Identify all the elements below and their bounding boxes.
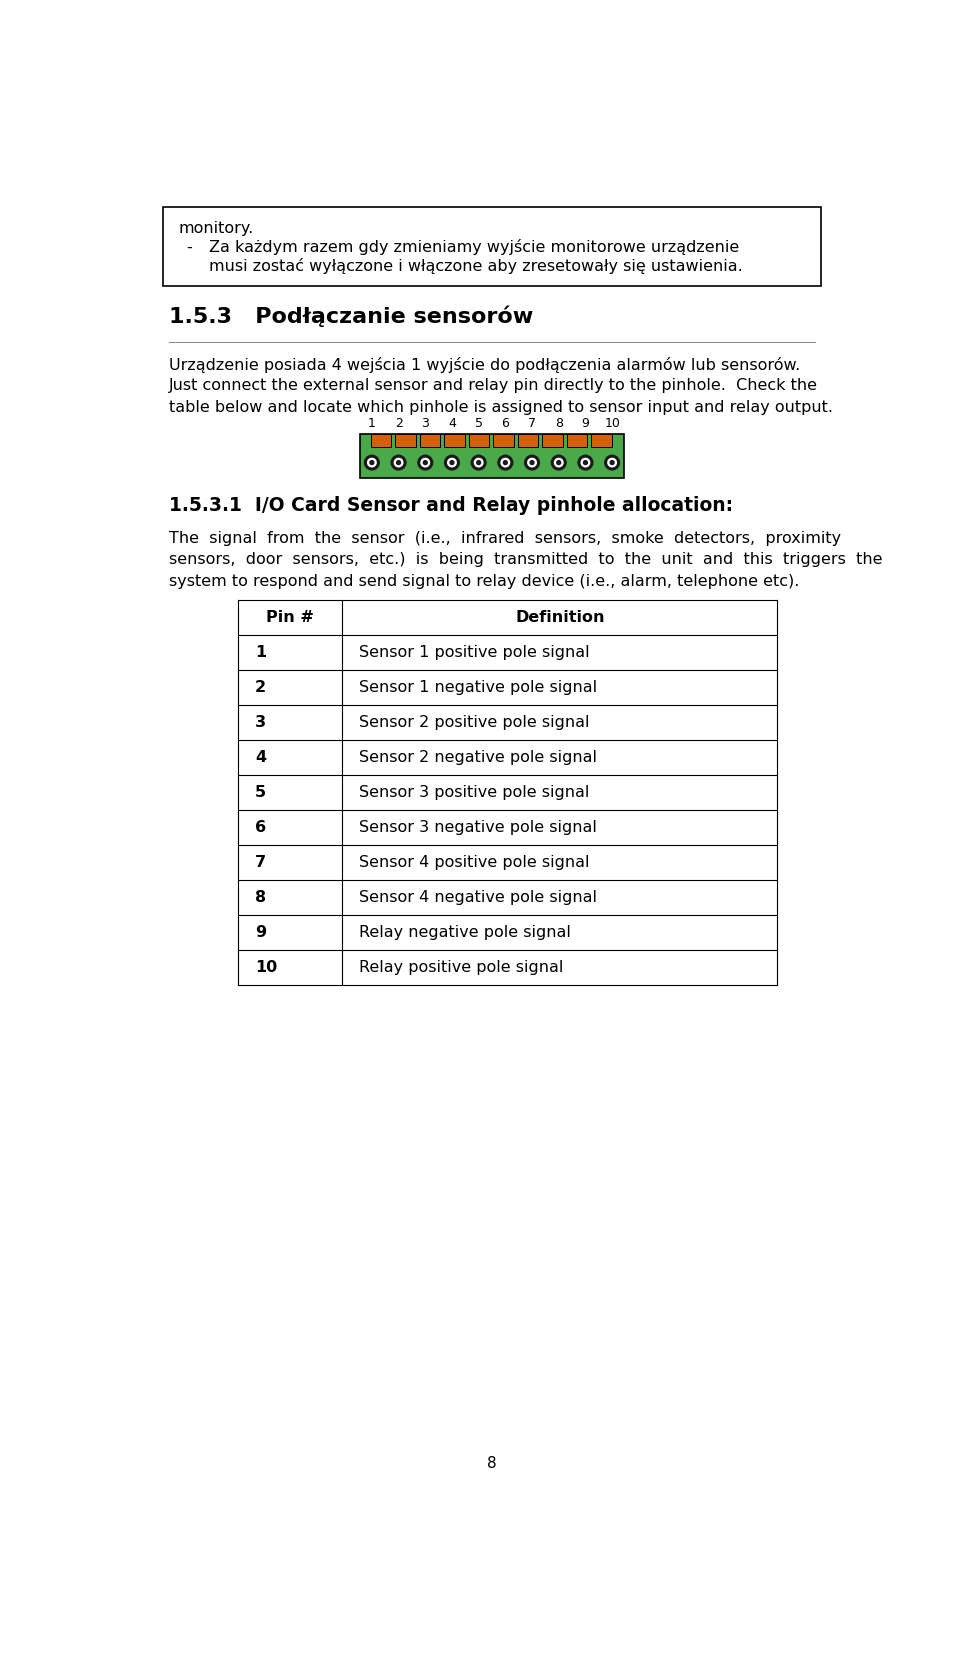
Circle shape [423, 460, 427, 464]
Circle shape [530, 460, 534, 464]
Circle shape [555, 459, 563, 467]
Circle shape [365, 455, 379, 470]
Text: 10: 10 [604, 417, 620, 430]
Circle shape [421, 459, 429, 467]
Circle shape [396, 460, 400, 464]
Circle shape [578, 455, 592, 470]
Circle shape [611, 460, 614, 464]
Bar [591, 434, 612, 447]
Circle shape [584, 460, 588, 464]
Bar [371, 434, 392, 447]
Circle shape [471, 455, 486, 470]
Text: monitory.: monitory. [179, 221, 253, 236]
Text: 1.5.3.1  I/O Card Sensor and Relay pinhole allocation:: 1.5.3.1 I/O Card Sensor and Relay pinhol… [169, 495, 732, 515]
Circle shape [605, 455, 619, 470]
Circle shape [608, 459, 616, 467]
Text: 3: 3 [421, 417, 429, 430]
Text: The  signal  from  the  sensor  (i.e.,  infrared  sensors,  smoke  detectors,  p: The signal from the sensor (i.e., infrar… [169, 530, 841, 545]
Circle shape [498, 455, 513, 470]
Circle shape [395, 459, 403, 467]
Circle shape [444, 455, 459, 470]
Text: 6: 6 [254, 819, 266, 834]
Text: 2: 2 [395, 417, 402, 430]
Text: 5: 5 [254, 784, 266, 799]
Text: -: - [186, 239, 192, 254]
Text: Pin #: Pin # [266, 610, 314, 625]
Text: table below and locate which pinhole is assigned to sensor input and relay outpu: table below and locate which pinhole is … [169, 401, 833, 416]
Text: Sensor 4 positive pole signal: Sensor 4 positive pole signal [359, 856, 590, 871]
Text: 4: 4 [254, 750, 266, 765]
Circle shape [477, 460, 481, 464]
Circle shape [503, 460, 507, 464]
Text: Sensor 3 positive pole signal: Sensor 3 positive pole signal [359, 784, 589, 799]
Bar [517, 434, 539, 447]
Circle shape [418, 455, 433, 470]
Bar [444, 434, 465, 447]
Text: 8: 8 [254, 891, 266, 906]
Bar [566, 434, 588, 447]
Text: Za każdym razem gdy zmieniamy wyjście monitorowe urządzenie: Za każdym razem gdy zmieniamy wyjście mo… [209, 239, 739, 256]
Bar [420, 434, 441, 447]
Bar [360, 434, 624, 479]
Circle shape [370, 460, 373, 464]
Text: 8: 8 [487, 1456, 497, 1471]
Text: 8: 8 [555, 417, 563, 430]
Circle shape [501, 459, 510, 467]
Text: Sensor 1 negative pole signal: Sensor 1 negative pole signal [359, 680, 597, 695]
Text: Just connect the external sensor and relay pin directly to the pinhole.  Check t: Just connect the external sensor and rel… [169, 379, 818, 394]
Text: 1.5.3   Podłączanie sensorów: 1.5.3 Podłączanie sensorów [169, 306, 533, 327]
Text: 7: 7 [528, 417, 536, 430]
Bar [396, 434, 416, 447]
Text: 10: 10 [254, 961, 277, 976]
Text: system to respond and send signal to relay device (i.e., alarm, telephone etc).: system to respond and send signal to rel… [169, 575, 799, 590]
Bar [493, 434, 514, 447]
Text: sensors,  door  sensors,  etc.)  is  being  transmitted  to  the  unit  and  thi: sensors, door sensors, etc.) is being tr… [169, 552, 882, 567]
Text: Relay negative pole signal: Relay negative pole signal [359, 926, 571, 941]
Circle shape [368, 459, 376, 467]
Bar [162, 208, 822, 286]
Bar [468, 434, 490, 447]
Text: musi zostać wyłączone i włączone aby zresetowały się ustawienia.: musi zostać wyłączone i włączone aby zre… [209, 258, 743, 274]
Circle shape [581, 459, 589, 467]
Text: 6: 6 [501, 417, 510, 430]
Text: Sensor 2 positive pole signal: Sensor 2 positive pole signal [359, 715, 590, 730]
Text: 4: 4 [448, 417, 456, 430]
Text: 3: 3 [254, 715, 266, 730]
Text: Sensor 2 negative pole signal: Sensor 2 negative pole signal [359, 750, 597, 765]
Text: 5: 5 [474, 417, 483, 430]
Circle shape [447, 459, 456, 467]
Text: 9: 9 [582, 417, 589, 430]
Circle shape [551, 455, 566, 470]
Circle shape [392, 455, 406, 470]
Bar [542, 434, 563, 447]
Text: 7: 7 [254, 856, 266, 871]
Text: Urządzenie posiada 4 wejścia 1 wyjście do podłączenia alarmów lub sensorów.: Urządzenie posiada 4 wejścia 1 wyjście d… [169, 357, 800, 372]
Circle shape [525, 455, 540, 470]
Text: Sensor 1 positive pole signal: Sensor 1 positive pole signal [359, 645, 590, 660]
Text: Sensor 3 negative pole signal: Sensor 3 negative pole signal [359, 819, 597, 834]
Circle shape [528, 459, 537, 467]
Text: Definition: Definition [516, 610, 605, 625]
Text: 1: 1 [254, 645, 266, 660]
Circle shape [450, 460, 454, 464]
Circle shape [557, 460, 561, 464]
Text: 1: 1 [368, 417, 375, 430]
Circle shape [474, 459, 483, 467]
Text: 9: 9 [254, 926, 266, 941]
Text: Sensor 4 negative pole signal: Sensor 4 negative pole signal [359, 891, 597, 906]
Text: 2: 2 [254, 680, 266, 695]
Text: Relay positive pole signal: Relay positive pole signal [359, 961, 564, 976]
